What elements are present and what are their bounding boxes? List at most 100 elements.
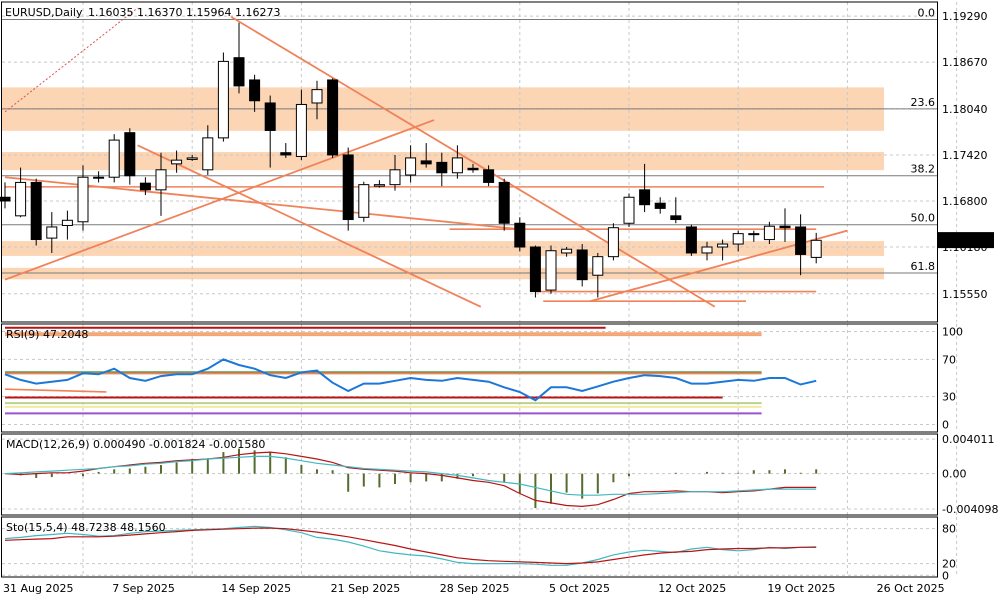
rsi-tick-label: 70 — [942, 353, 956, 366]
bull-candle — [389, 169, 401, 186]
fib-band-2 — [2, 241, 884, 256]
panel-frame-2 — [1, 433, 938, 516]
bull-candle — [763, 225, 775, 241]
trend-line-5 — [4, 7, 138, 113]
bear-candle — [795, 226, 807, 255]
bear-candle — [342, 154, 354, 221]
stochastic-d-line — [4, 527, 817, 565]
trend-line-2 — [137, 144, 482, 308]
bear-candle — [498, 181, 510, 224]
rsi-line — [4, 358, 817, 402]
bull-candle — [451, 157, 463, 174]
price-tick-label: 1.19290 — [942, 10, 988, 23]
fib-level-label: 23.6 — [911, 96, 936, 109]
symbol-label: EURUSD,Daily — [5, 6, 83, 19]
bull-candle — [732, 233, 744, 245]
panel-frames — [1, 1, 938, 578]
bear-candle — [639, 189, 651, 206]
bear-candle — [139, 182, 151, 191]
bull-candle — [701, 246, 713, 254]
bear-candle — [280, 152, 292, 156]
date-tick-label: 14 Sep 2025 — [221, 582, 291, 595]
bull-candle — [93, 176, 105, 179]
bull-candle — [15, 181, 27, 217]
bull-candle — [545, 250, 557, 291]
bear-candle — [436, 161, 448, 174]
bear-candle — [264, 102, 276, 131]
stochastic-title: Sto(15,5,4) 48.7238 48.1560 — [6, 521, 166, 534]
rsi-tick-label: 100 — [942, 325, 963, 338]
fib-level-label: 61.8 — [911, 260, 936, 273]
price-tick-label: 1.18040 — [942, 103, 988, 116]
bear-candle — [420, 160, 432, 165]
bull-candle — [217, 60, 229, 139]
rsi-trend-line-0 — [4, 388, 107, 393]
bear-candle — [514, 222, 526, 248]
trend-line-1 — [230, 16, 716, 308]
macd-tick-label: -0.004098 — [942, 503, 998, 516]
bear-candle — [467, 167, 479, 171]
bull-candle — [405, 157, 417, 176]
macd-signal-line — [4, 451, 817, 508]
bull-candle — [295, 103, 307, 157]
bull-candle — [623, 196, 635, 224]
trend-line-3 — [4, 176, 520, 231]
sto-tick-label: 20 — [942, 558, 956, 571]
bull-candle — [810, 239, 822, 258]
bear-candle — [670, 215, 682, 221]
date-tick-label: 19 Oct 2025 — [767, 582, 835, 595]
bear-candle — [327, 79, 339, 156]
data-marks — [0, 22, 822, 566]
bear-candle — [576, 249, 588, 281]
fib-level-label: 0.0 — [918, 6, 936, 19]
bull-candle — [311, 89, 323, 104]
bear-candle — [654, 202, 666, 209]
macd-title: MACD(12,26,9) 0.000490 -0.001824 -0.0015… — [6, 438, 265, 451]
bear-candle — [249, 79, 261, 102]
fib-band-1 — [2, 151, 884, 171]
date-tick-label: 7 Sep 2025 — [112, 582, 175, 595]
price-tick-label: 1.17420 — [942, 149, 988, 162]
bear-candle — [233, 57, 245, 87]
date-tick-label: 12 Oct 2025 — [658, 582, 726, 595]
bull-candle — [373, 184, 385, 187]
rsi-tick-label: 30 — [942, 391, 956, 404]
bull-candle — [561, 248, 573, 254]
date-tick-label: 5 Oct 2025 — [549, 582, 610, 595]
bull-candle — [717, 243, 729, 248]
bull-candle — [155, 169, 167, 191]
price-tick-label: 1.18670 — [942, 56, 988, 69]
bull-candle — [592, 256, 604, 276]
macd-tick-label: 0.00 — [942, 468, 967, 481]
date-tick-label: 21 Sep 2025 — [331, 582, 401, 595]
fib-level-label: 50.0 — [911, 212, 936, 225]
price-tick-label: 1.15550 — [942, 288, 988, 301]
rsi-title: RSI(9) 47.2048 — [6, 328, 88, 341]
macd-main-line — [4, 455, 817, 496]
bull-candle — [61, 219, 73, 226]
bull-candle — [171, 159, 183, 165]
chart-header: EURUSD,Daily 1.16035 1.16370 1.15964 1.1… — [5, 6, 280, 19]
bear-candle — [483, 169, 495, 183]
bear-candle — [124, 132, 136, 177]
last-price-box — [938, 232, 994, 249]
ohlc-values: 1.16035 1.16370 1.15964 1.16273 — [88, 6, 280, 19]
rsi-tick-label: 0 — [942, 419, 949, 432]
bear-candle — [30, 181, 42, 241]
panel-frame-0 — [1, 1, 938, 323]
chart-text: 31 Aug 2025 7 Sep 2025 14 Sep 2025 21 Sep 2… — [3, 6, 998, 595]
bull-candle — [607, 227, 619, 258]
bull-candle — [202, 137, 214, 171]
trend-line-0 — [4, 119, 435, 281]
bear-candle — [0, 196, 11, 202]
bull-candle — [108, 139, 120, 178]
bull-candle — [186, 157, 198, 160]
bear-candle — [685, 226, 697, 254]
bull-candle — [77, 176, 89, 223]
panel-frame-1 — [1, 323, 938, 433]
bull-candle — [46, 226, 58, 239]
sto-tick-label: 80 — [942, 523, 956, 536]
bull-candle — [358, 184, 370, 218]
sto-tick-label: 0 — [942, 569, 949, 582]
